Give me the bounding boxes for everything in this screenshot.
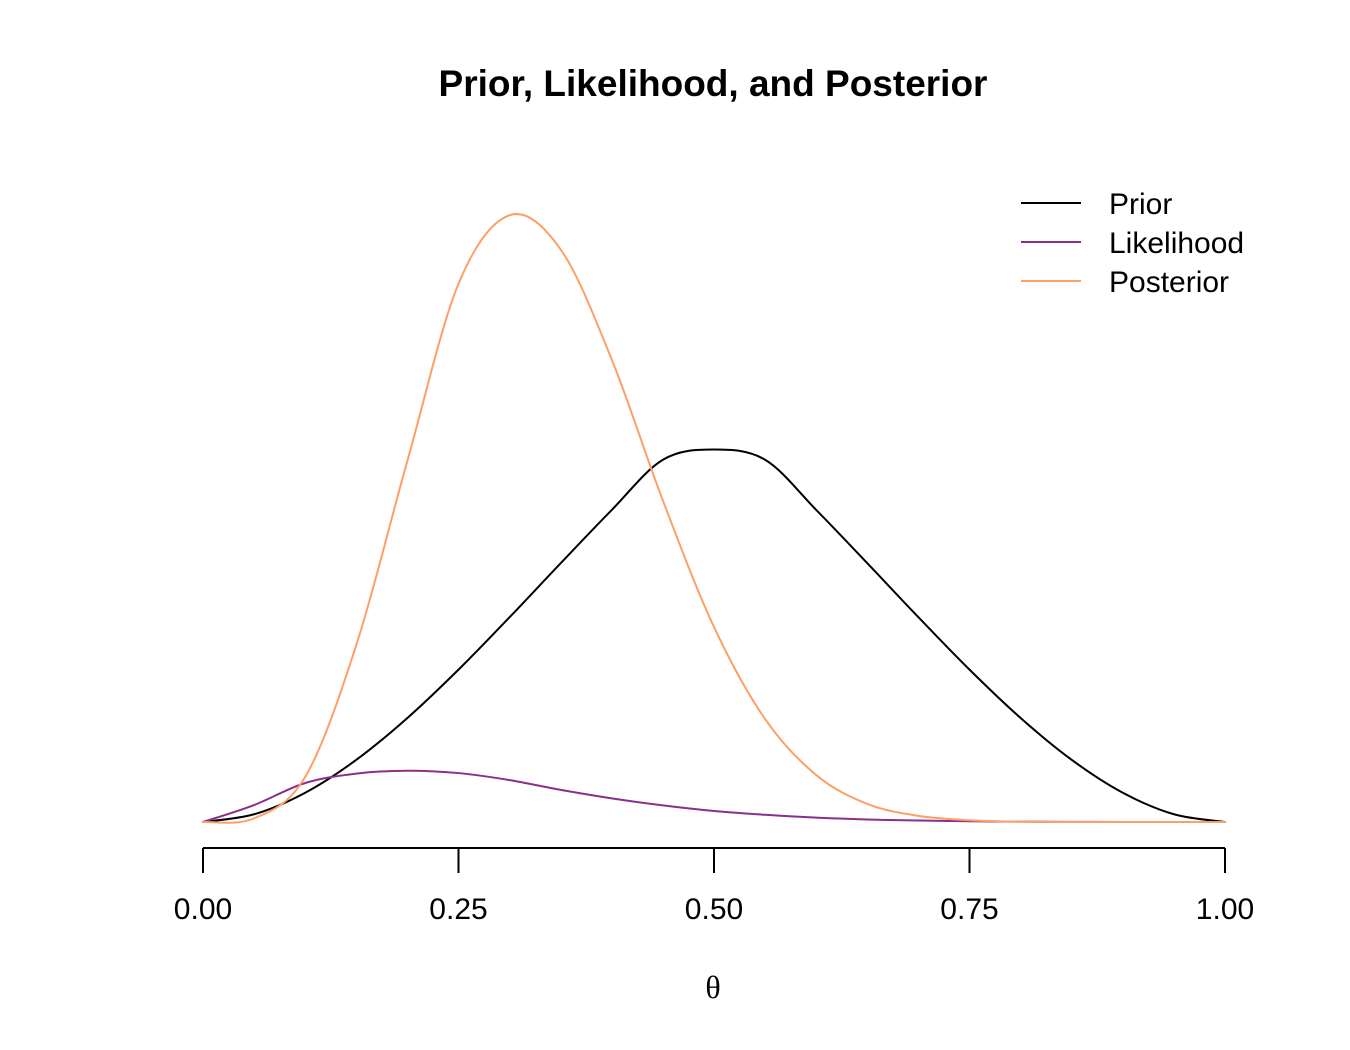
posterior-series-line bbox=[202, 213, 1226, 824]
x-tick-label: 0.00 bbox=[174, 893, 232, 926]
series-layer bbox=[202, 213, 1226, 824]
x-axis: 0.00 0.25 0.50 0.75 1.00 bbox=[174, 847, 1254, 926]
legend-label-posterior: Posterior bbox=[1109, 266, 1229, 299]
likelihood-series-line bbox=[202, 769, 1226, 824]
legend: Prior Likelihood Posterior bbox=[1021, 188, 1244, 299]
x-axis-title: θ bbox=[705, 969, 720, 1005]
x-tick-label: 0.75 bbox=[940, 893, 998, 926]
legend-label-likelihood: Likelihood bbox=[1109, 227, 1244, 260]
x-tick-label: 0.50 bbox=[685, 893, 743, 926]
x-axis-ticks: 0.00 0.25 0.50 0.75 1.00 bbox=[174, 848, 1254, 926]
legend-label-prior: Prior bbox=[1109, 188, 1172, 221]
prior-series-line bbox=[202, 448, 1226, 823]
x-tick-label: 0.25 bbox=[429, 893, 487, 926]
x-tick-label: 1.00 bbox=[1196, 893, 1254, 926]
chart-title: Prior, Likelihood, and Posterior bbox=[439, 63, 988, 104]
